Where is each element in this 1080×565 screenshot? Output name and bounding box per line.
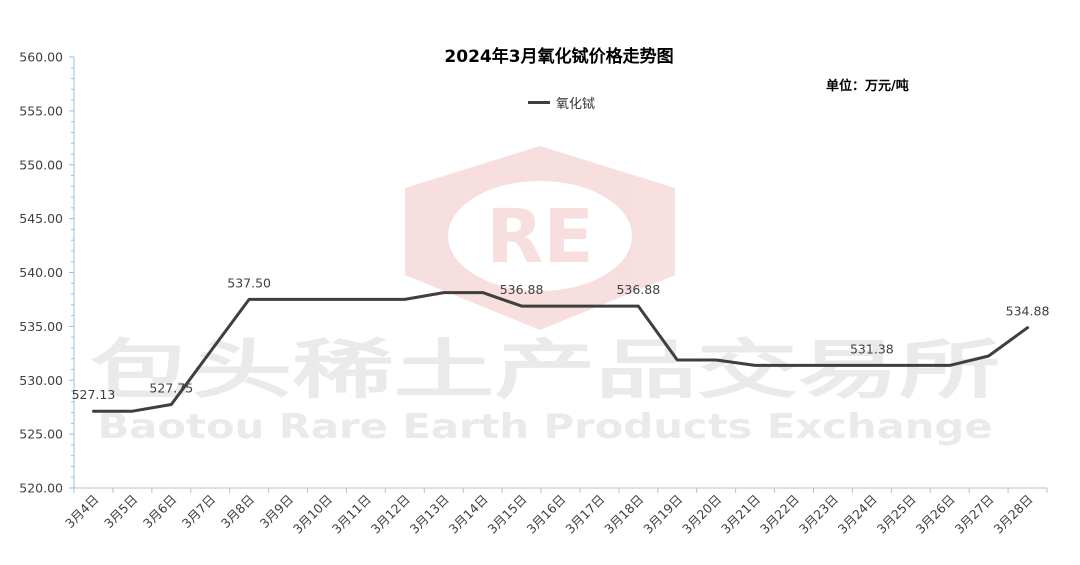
y-tick-label: 545.00 xyxy=(19,211,63,226)
data-point xyxy=(948,364,951,367)
data-point xyxy=(286,298,290,301)
data-point xyxy=(987,354,990,358)
x-tick-label: 3月28日 xyxy=(991,492,1036,537)
x-tick-label: 3月15日 xyxy=(485,492,530,537)
data-point xyxy=(792,364,796,367)
x-tick-label: 3月27日 xyxy=(952,492,997,537)
data-point xyxy=(559,304,562,308)
x-tick-label: 3月18日 xyxy=(601,492,646,537)
x-tick-label: 3月14日 xyxy=(446,492,491,537)
y-tick-label: 555.00 xyxy=(19,103,63,118)
watermark-logo: RE xyxy=(405,146,675,330)
data-point xyxy=(637,304,640,308)
watermark-name-en: Baotou Rare Earth Products Exchange xyxy=(98,407,993,447)
x-tick-label: 3月5日 xyxy=(101,492,141,532)
x-tick-label: 3月12日 xyxy=(368,492,413,537)
data-point xyxy=(170,403,173,406)
unit-label: 单位：万元/吨 xyxy=(826,79,909,94)
x-tick-label: 3月4日 xyxy=(62,492,102,532)
x-tick-label: 3月19日 xyxy=(640,492,685,537)
x-tick-label: 3月7日 xyxy=(179,492,219,532)
data-label: 531.38 xyxy=(850,341,894,356)
data-point xyxy=(325,298,329,301)
data-point xyxy=(442,291,445,294)
data-point xyxy=(209,350,212,354)
data-label: 536.88 xyxy=(616,282,660,297)
data-point xyxy=(364,298,368,301)
x-tick-label: 3月25日 xyxy=(874,492,919,537)
data-point xyxy=(753,364,757,367)
data-point xyxy=(1026,326,1029,329)
data-point xyxy=(247,298,251,301)
legend-label: 氧化铽 xyxy=(556,97,596,112)
data-point xyxy=(598,304,601,308)
data-label: 527.13 xyxy=(72,387,116,402)
legend: 氧化铽 xyxy=(528,93,595,112)
x-tick-label: 3月6日 xyxy=(140,492,180,532)
data-point xyxy=(831,364,835,367)
x-tick-label: 3月21日 xyxy=(718,492,763,537)
x-tick-label: 3月23日 xyxy=(796,492,841,537)
watermark-name-cn: 包头稀土产品交易所 xyxy=(90,334,1000,408)
y-tick-label: 530.00 xyxy=(19,373,63,388)
data-point xyxy=(131,409,134,413)
x-tick-label: 3月22日 xyxy=(757,492,802,537)
data-label: 534.88 xyxy=(1006,304,1050,319)
data-label: 536.88 xyxy=(500,282,544,297)
x-tick-label: 3月10日 xyxy=(290,492,335,537)
data-point xyxy=(714,358,718,362)
y-tick-label: 550.00 xyxy=(19,157,63,172)
data-point xyxy=(870,364,874,367)
data-point xyxy=(92,409,95,413)
x-tick-label: 3月20日 xyxy=(679,492,724,537)
data-point xyxy=(403,298,407,301)
x-tick-label: 3月17日 xyxy=(562,492,607,537)
legend-swatch xyxy=(528,101,550,104)
y-tick-label: 560.00 xyxy=(19,50,63,65)
x-tick-label: 3月13日 xyxy=(407,492,452,537)
x-tick-label: 3月11日 xyxy=(329,492,374,537)
x-tick-label: 3月24日 xyxy=(835,492,880,537)
chart-title: 2024年3月氧化铽价格走势图 xyxy=(444,47,674,67)
x-tick-label: 3月8日 xyxy=(218,492,258,532)
data-point xyxy=(909,364,912,367)
y-tick-label: 520.00 xyxy=(19,481,63,496)
data-point xyxy=(481,291,484,294)
data-label: 537.50 xyxy=(227,275,271,290)
x-tick-label: 3月26日 xyxy=(913,492,958,537)
data-point xyxy=(676,358,679,362)
watermark-text: 包头稀土产品交易所 Baotou Rare Earth Products Exc… xyxy=(90,334,1000,447)
y-tick-label: 535.00 xyxy=(19,319,63,334)
y-tick-label: 525.00 xyxy=(19,427,63,442)
data-label: 527.75 xyxy=(149,380,193,395)
x-tick-label: 3月16日 xyxy=(523,492,568,537)
watermark-logo-text: RE xyxy=(486,194,594,280)
y-tick-label: 540.00 xyxy=(19,265,63,280)
data-point xyxy=(520,304,523,308)
